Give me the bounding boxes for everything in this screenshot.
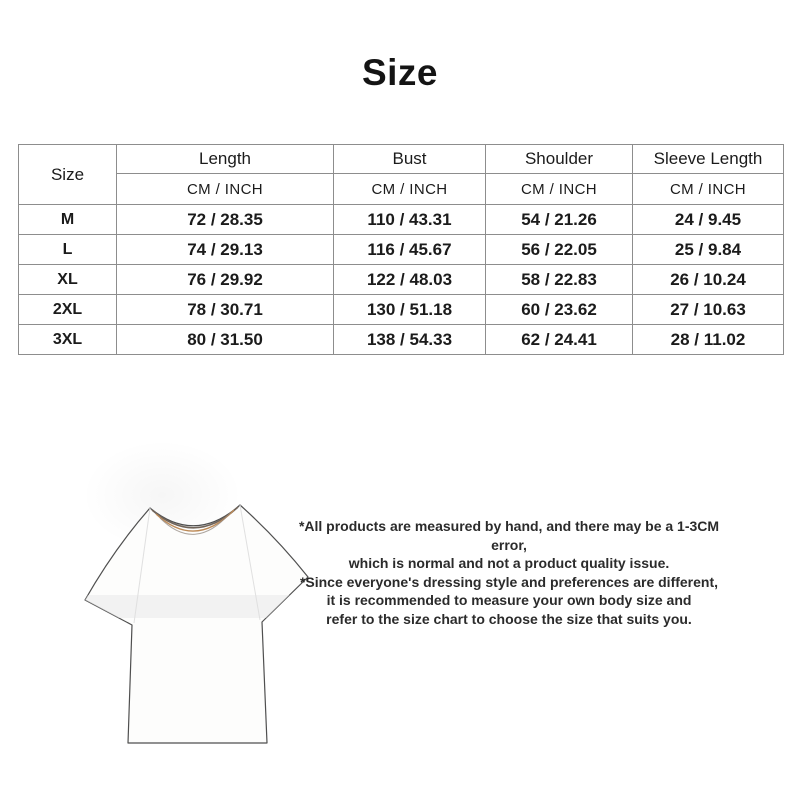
unit-cell-bust: CM / INCH [333, 173, 486, 205]
right-sleeve-seam [239, 504, 261, 621]
tshirt-outline [84, 504, 309, 744]
shoulder-cell: 58 / 22.83 [485, 264, 633, 295]
length-cell: 76 / 29.92 [116, 264, 334, 295]
bust-cell: 110 / 43.31 [333, 204, 486, 235]
table-row-m: M 72 / 28.35 110 / 43.31 54 / 21.26 24 /… [18, 204, 784, 235]
collar-stripe-inner [159, 512, 231, 535]
bust-cell: 138 / 54.33 [333, 324, 486, 355]
size-cell: 2XL [18, 294, 117, 325]
size-cell: 3XL [18, 324, 117, 355]
header-shoulder: Shoulder [485, 144, 633, 174]
header-row-measures: Size Length Bust Shoulder Sleeve Length [18, 144, 784, 205]
disclaimer-line: *Since everyone's dressing style and pre… [299, 573, 719, 590]
unit-cell-sleeve-length: CM / INCH [632, 173, 784, 205]
disclaimer-line: which is normal and not a product qualit… [348, 555, 670, 572]
size-cell: XL [18, 264, 117, 295]
table-row-3xl: 3XL 80 / 31.50 138 / 54.33 62 / 24.41 28… [18, 324, 784, 355]
length-cell: 80 / 31.50 [116, 324, 334, 355]
header-row-units: CM / INCH CM / INCH CM / INCH CM / INCH [19, 173, 784, 205]
table-row-2xl: 2XL 78 / 30.71 130 / 51.18 60 / 23.62 27… [18, 294, 784, 325]
left-sleeve-seam [133, 507, 151, 624]
header-size: Size [18, 144, 117, 205]
length-cell: 72 / 28.35 [116, 204, 334, 235]
bust-cell: 122 / 48.03 [333, 264, 486, 295]
sleeve-cell: 25 / 9.84 [632, 234, 784, 265]
table-row-l: L 74 / 29.13 116 / 45.67 56 / 22.05 25 /… [18, 234, 784, 265]
disclaimer-line: refer to the size chart to choose the si… [326, 610, 692, 627]
size-cell: L [18, 234, 117, 265]
header-sleeve-length: Sleeve Length [632, 144, 784, 174]
tshirt-image [84, 504, 309, 744]
length-cell: 74 / 29.13 [116, 234, 334, 265]
unit-cell-length: CM / INCH [116, 173, 334, 205]
sleeve-cell: 24 / 9.45 [632, 204, 784, 235]
sleeve-cell: 26 / 10.24 [632, 264, 784, 295]
size-chart-table-wrap: Size Length Bust Shoulder Sleeve Length … [18, 144, 784, 355]
shoulder-cell: 56 / 22.05 [485, 234, 633, 265]
size-chart-table: Size Length Bust Shoulder Sleeve Length … [18, 144, 784, 355]
photo-light-band [85, 595, 308, 618]
measurement-disclaimer: *All products are measured by hand, and … [291, 517, 727, 629]
unit-cell-shoulder: CM / INCH [485, 173, 633, 205]
sleeve-cell: 27 / 10.63 [632, 294, 784, 325]
bust-cell: 130 / 51.18 [333, 294, 486, 325]
table-row-xl: XL 76 / 29.92 122 / 48.03 58 / 22.83 26 … [18, 264, 784, 295]
header-bust: Bust [333, 144, 486, 174]
shoulder-cell: 54 / 21.26 [485, 204, 633, 235]
size-cell: M [18, 204, 117, 235]
bust-cell: 116 / 45.67 [333, 234, 486, 265]
shoulder-cell: 60 / 23.62 [485, 294, 633, 325]
disclaimer-line: it is recommended to measure your own bo… [326, 592, 692, 609]
shoulder-cell: 62 / 24.41 [485, 324, 633, 355]
page-title: Size [361, 52, 439, 93]
length-cell: 78 / 30.71 [116, 294, 334, 325]
disclaimer-line: *All products are measured by hand, and … [298, 518, 720, 553]
sleeve-cell: 28 / 11.02 [632, 324, 784, 355]
header-length: Length [116, 144, 334, 174]
